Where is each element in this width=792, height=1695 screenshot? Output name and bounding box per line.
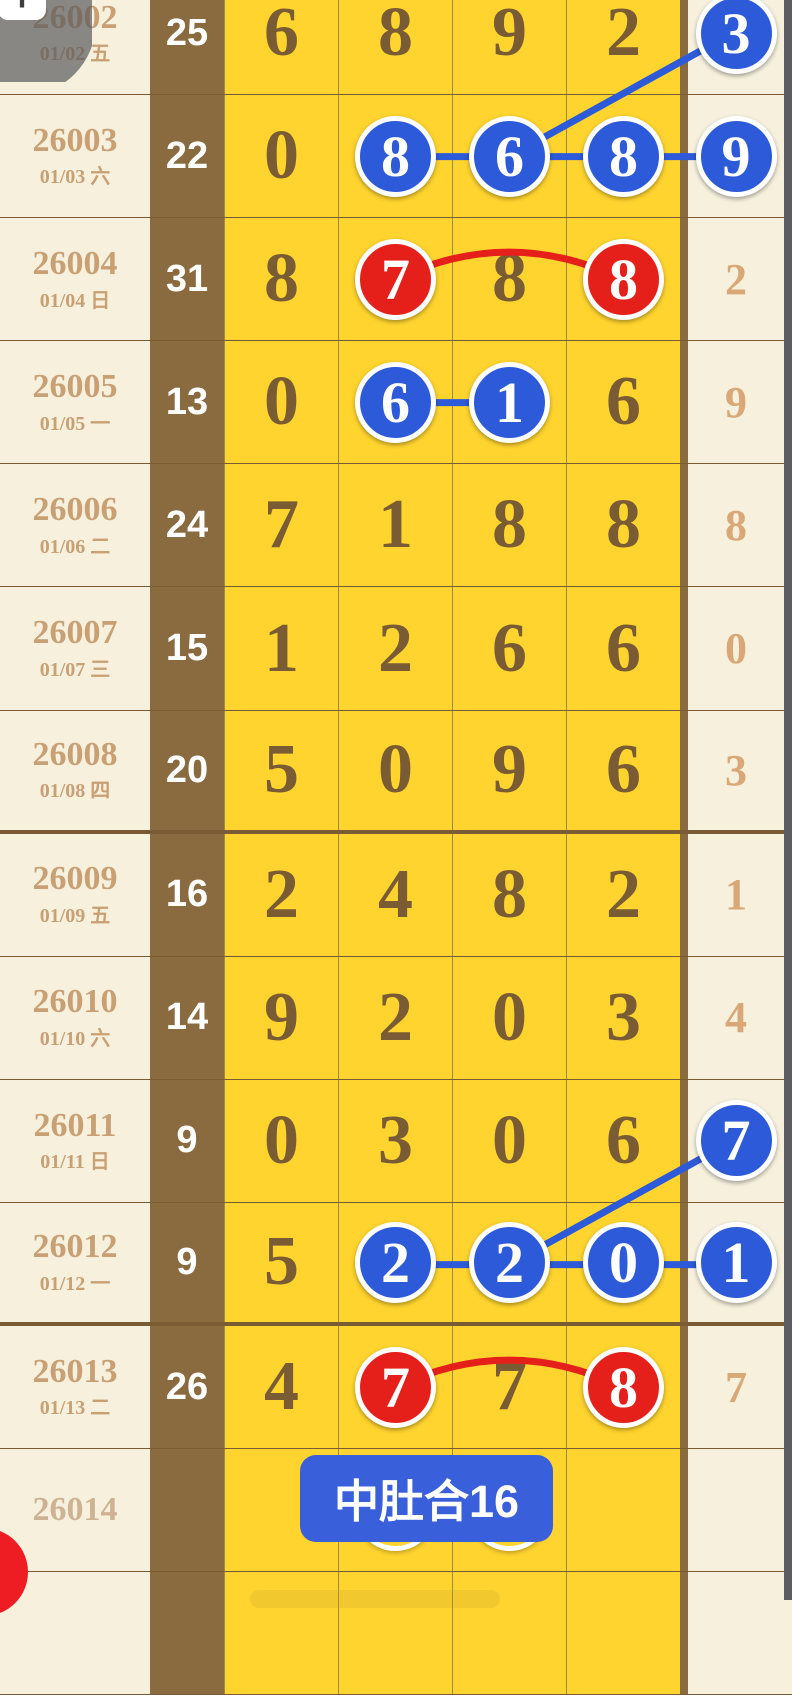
svg-text:Y: Y: [12, 0, 32, 15]
